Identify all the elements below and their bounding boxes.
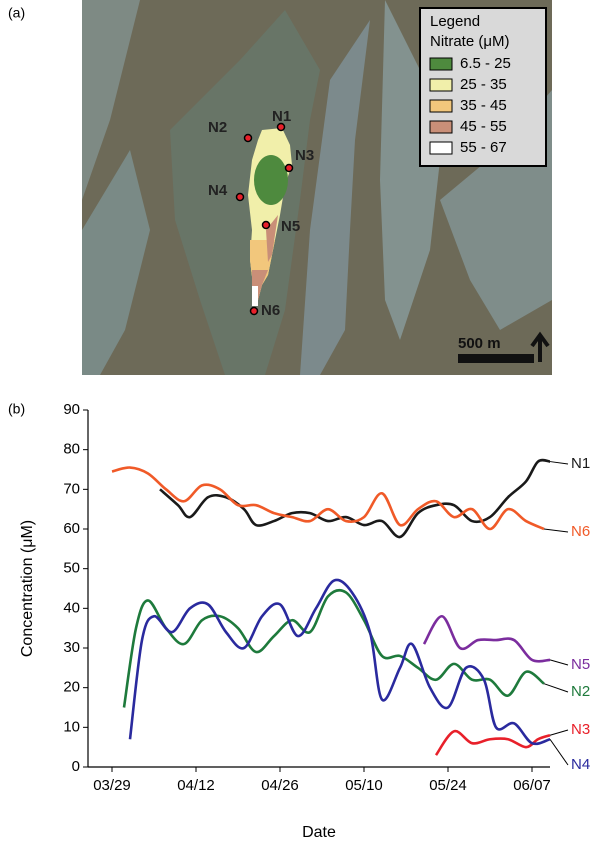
legend-swatch bbox=[429, 78, 453, 92]
legend-swatch bbox=[429, 141, 453, 155]
label-leader bbox=[549, 461, 569, 465]
panel-label: (a) bbox=[8, 5, 25, 21]
legend-title: Legend bbox=[430, 13, 480, 30]
series-label: N4 bbox=[571, 756, 590, 773]
x-tick-label: 06/07 bbox=[513, 777, 551, 794]
y-tick-label: 10 bbox=[63, 718, 80, 735]
legend-subtitle: Nitrate (μM) bbox=[430, 33, 509, 50]
node-label: N4 bbox=[208, 182, 228, 199]
map: Legend Nitrate (μM) 6.5 - 25 25 - 35 35 - … bbox=[82, 0, 552, 375]
x-tick-label: 05/10 bbox=[345, 777, 383, 794]
y-tick-label: 40 bbox=[63, 599, 80, 616]
sample-node bbox=[276, 122, 286, 132]
series-label: N1 bbox=[571, 455, 590, 472]
y-axis-title: Concentration (μM) bbox=[19, 520, 36, 657]
series-line bbox=[122, 588, 545, 708]
node-label: N3 bbox=[295, 147, 314, 164]
node-label: N5 bbox=[281, 218, 300, 235]
node-label: N1 bbox=[272, 108, 291, 125]
y-tick-label: 0 bbox=[72, 758, 80, 775]
series-line bbox=[128, 578, 551, 746]
legend-label: 55 - 67 bbox=[460, 139, 507, 156]
island bbox=[82, 0, 140, 200]
nitrate-area bbox=[254, 155, 288, 205]
island bbox=[170, 10, 320, 375]
sample-node bbox=[261, 220, 271, 230]
legend-label: 35 - 45 bbox=[460, 97, 507, 114]
y-tick-label: 70 bbox=[63, 480, 80, 497]
label-leader bbox=[543, 683, 569, 693]
panel-label: (b) bbox=[8, 401, 25, 417]
label-leader bbox=[549, 659, 569, 666]
series-line bbox=[434, 729, 551, 756]
x-tick-label: 05/24 bbox=[429, 777, 467, 794]
sample-node bbox=[284, 163, 294, 173]
x-axis-title: Date bbox=[302, 824, 336, 841]
island bbox=[380, 0, 440, 340]
node-label: N2 bbox=[208, 119, 227, 136]
x-tick-label: 04/12 bbox=[177, 777, 215, 794]
series-label: N2 bbox=[571, 683, 590, 700]
scale-label: 500 m bbox=[458, 335, 501, 352]
legend-swatch bbox=[429, 57, 453, 71]
legend-label: 25 - 35 bbox=[460, 76, 507, 93]
y-tick-label: 30 bbox=[63, 639, 80, 656]
y-tick-label: 50 bbox=[63, 560, 80, 577]
scale-bar bbox=[458, 354, 534, 363]
label-leader bbox=[549, 738, 569, 766]
legend-swatch bbox=[429, 99, 453, 113]
y-tick-label: 80 bbox=[63, 441, 80, 458]
series-label: N5 bbox=[571, 656, 590, 673]
y-tick-label: 60 bbox=[63, 520, 80, 537]
sample-node bbox=[235, 192, 245, 202]
chart: 0 10 20 30 40 50 60 70 80 90 03/29 04/12 04/26 05/10 0… bbox=[19, 401, 590, 841]
island bbox=[300, 20, 370, 375]
label-leader bbox=[549, 729, 569, 736]
series-label: N3 bbox=[571, 721, 590, 738]
y-tick-label: 90 bbox=[63, 401, 80, 418]
y-tick-label: 20 bbox=[63, 679, 80, 696]
label-leader bbox=[543, 528, 569, 533]
node-label: N6 bbox=[261, 302, 280, 319]
legend-swatch bbox=[429, 120, 453, 134]
series-line bbox=[111, 466, 545, 531]
nitrate-area bbox=[252, 286, 258, 306]
north-arrow bbox=[530, 331, 550, 362]
x-tick-label: 03/29 bbox=[93, 777, 131, 794]
sample-node bbox=[249, 306, 259, 316]
series-line bbox=[159, 458, 551, 539]
legend-label: 45 - 55 bbox=[460, 118, 507, 135]
sample-node bbox=[243, 133, 253, 143]
legend-label: 6.5 - 25 bbox=[460, 55, 511, 72]
series-line bbox=[422, 614, 551, 663]
series-label: N6 bbox=[571, 523, 590, 540]
x-tick-label: 04/26 bbox=[261, 777, 299, 794]
island bbox=[82, 150, 150, 375]
